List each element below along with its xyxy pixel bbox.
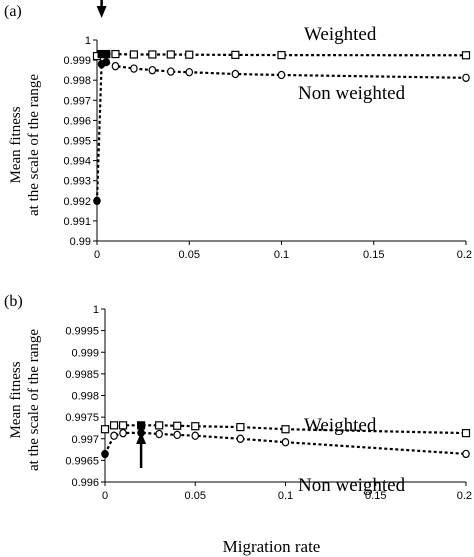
panel-a-y-axis-label: Mean fitness bbox=[8, 106, 24, 183]
panel-b-point-non-weighted bbox=[191, 431, 200, 440]
panel-b-point-weighted bbox=[191, 422, 200, 431]
panel-b-y-tick-label: 0.996 bbox=[71, 477, 99, 489]
panel-b-point-non-weighted bbox=[101, 449, 109, 459]
panel-a-x-tick-label: 0.1 bbox=[274, 249, 289, 261]
panel-b-point-weighted bbox=[461, 429, 471, 438]
panel-a-point-weighted bbox=[129, 50, 138, 59]
panel-b-x-tick-label: 0.05 bbox=[185, 490, 206, 502]
panel-b-point-weighted bbox=[118, 421, 128, 430]
panel-a-label: (a) bbox=[4, 3, 22, 20]
panel-b-arrow-head bbox=[136, 432, 147, 444]
panel-a-point-weighted bbox=[166, 50, 175, 59]
panel-a-x-tick-label: 0.15 bbox=[363, 249, 384, 261]
panel-b-point-weighted bbox=[109, 421, 119, 430]
panel-b-point-non-weighted bbox=[110, 431, 118, 440]
panel-a-x-tick-label: 0 bbox=[94, 249, 100, 261]
panel-b-point-weighted bbox=[137, 421, 146, 430]
panel-a-point-weighted bbox=[148, 50, 157, 59]
panel-b-point-weighted bbox=[173, 421, 182, 430]
panel-b-y-tick-label: 0.998 bbox=[71, 391, 99, 403]
panel-a-y-axis-label: at the scale of the range bbox=[26, 74, 42, 216]
panel-b-y-axis-label: at the scale of the range bbox=[26, 329, 42, 471]
panel-a-series-label-weighted: Weighted bbox=[304, 24, 377, 45]
panel-b-point-weighted bbox=[281, 425, 290, 434]
panel-a-arrow-head bbox=[96, 6, 107, 18]
panel-a-y-tick-label: 0.999 bbox=[63, 55, 91, 67]
panel-a-point-non-weighted bbox=[462, 73, 470, 82]
panel-b-series-label-weighted: Weighted bbox=[304, 415, 377, 436]
panel-b-x-tick-label: 0 bbox=[102, 490, 108, 502]
panel-b-y-tick-label: 0.9965 bbox=[65, 455, 99, 467]
panel-b-point-non-weighted bbox=[462, 449, 470, 459]
panel-a-x-tick-label: 0.05 bbox=[179, 249, 200, 261]
panel-a-series-line-non-weighted bbox=[95, 60, 467, 201]
panel-a-point-non-weighted bbox=[130, 64, 138, 73]
panel-a-point-weighted bbox=[277, 50, 286, 60]
panel-b-x-tick-label: 0.15 bbox=[365, 490, 386, 502]
panel-a-y-tick-label: 0.992 bbox=[63, 196, 91, 208]
panel-a-y-tick-label: 0.997 bbox=[63, 95, 91, 107]
panel-b-x-tick-label: 0.1 bbox=[278, 490, 293, 502]
panel-a-point-weighted bbox=[111, 49, 120, 59]
panel-a-y-tick-label: 0.996 bbox=[63, 115, 91, 127]
panel-b-label: (b) bbox=[4, 293, 23, 310]
panel-b-series-label-non-weighted: Non weighted bbox=[298, 475, 406, 496]
panel-a-point-non-weighted bbox=[111, 61, 120, 71]
panel-b-point-non-weighted bbox=[236, 434, 245, 443]
panel-a-y-tick-label: 0.991 bbox=[63, 216, 91, 228]
panel-b-y-tick-label: 0.9985 bbox=[65, 369, 99, 381]
panel-b-point-non-weighted bbox=[173, 430, 182, 440]
panel-a-point-non-weighted bbox=[167, 67, 175, 76]
panel-a-point-non-weighted bbox=[102, 57, 111, 67]
panel-a-y-tick-label: 0.995 bbox=[63, 136, 91, 148]
panel-a-point-non-weighted bbox=[93, 196, 101, 205]
panel-a-y-tick-label: 0.99 bbox=[70, 236, 91, 248]
panel-b-y-tick-label: 0.997 bbox=[71, 434, 99, 446]
panel-b-y-tick-label: 0.999 bbox=[71, 347, 99, 359]
panel-b-point-non-weighted bbox=[155, 429, 163, 439]
panel-a-point-weighted bbox=[461, 51, 471, 60]
panel-b-x-tick-label: 0.2 bbox=[457, 490, 472, 502]
panel-a-series-label-non-weighted: Non weighted bbox=[298, 83, 406, 104]
panel-b-y-axis-label: Mean fitness bbox=[8, 361, 24, 438]
panel-a-point-non-weighted bbox=[148, 65, 157, 75]
panel-a-point-weighted bbox=[102, 49, 111, 59]
panel-a-point-non-weighted bbox=[277, 70, 286, 80]
panel-b-x-axis-label: Migration rate bbox=[223, 537, 321, 556]
panel-a-point-weighted bbox=[231, 50, 240, 59]
panel-b-y-tick-label: 0.9995 bbox=[65, 326, 99, 338]
panel-a-y-tick-label: 1 bbox=[85, 35, 91, 47]
panel-b-point-non-weighted bbox=[119, 428, 127, 438]
panel-a-point-non-weighted bbox=[231, 69, 240, 79]
panel-a-point-weighted bbox=[185, 50, 194, 59]
panel-b-point-weighted bbox=[236, 422, 245, 432]
panel-a-point-non-weighted bbox=[185, 67, 194, 77]
panel-b-point-non-weighted bbox=[281, 438, 290, 447]
panel-a-y-tick-label: 0.994 bbox=[63, 156, 91, 168]
panel-b-y-tick-label: 1 bbox=[93, 304, 99, 316]
panel-b-y-tick-label: 0.9975 bbox=[65, 412, 99, 424]
panel-b-point-weighted bbox=[155, 421, 164, 430]
panel-a-x-tick-label: 0.2 bbox=[457, 249, 472, 261]
panel-b-series-line-non-weighted bbox=[104, 431, 467, 455]
panel-a-y-tick-label: 0.993 bbox=[63, 176, 91, 188]
panel-b-point-weighted bbox=[100, 425, 110, 434]
panel-a-y-tick-label: 0.998 bbox=[63, 75, 91, 87]
